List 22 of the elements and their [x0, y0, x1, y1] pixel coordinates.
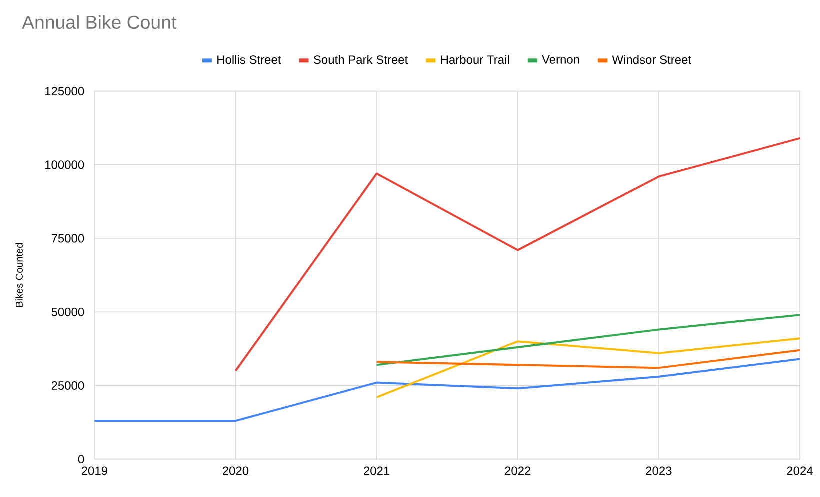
x-tick-label: 2021 [364, 466, 390, 476]
y-tick-label: 125000 [46, 86, 84, 96]
line-series [234, 137, 802, 372]
y-tick-label: 100000 [46, 160, 84, 170]
legend-label: Harbour Trail [441, 55, 510, 64]
y-tick-label: 50000 [52, 308, 84, 316]
line-series [376, 337, 802, 398]
legend-label: Windsor Street [612, 55, 692, 64]
x-tick-label: 2020 [223, 466, 249, 476]
y-tick-label: 75000 [52, 234, 84, 243]
y-tick-label: 25000 [52, 381, 84, 390]
x-tick-label: 2023 [646, 466, 672, 476]
x-tick-label: 2022 [505, 466, 531, 476]
x-tick-label: 2019 [82, 466, 108, 476]
legend-label: Vernon [542, 55, 580, 64]
legend-label: South Park Street [314, 55, 408, 64]
chart-title: Annual Bike Count [22, 15, 176, 29]
line-series [94, 358, 802, 422]
legend-label: Hollis Street [218, 55, 282, 64]
y-axis-title: Bikes Counted [16, 243, 23, 307]
x-tick-label: 2024 [787, 466, 813, 476]
y-tick-label: 0 [78, 454, 84, 464]
